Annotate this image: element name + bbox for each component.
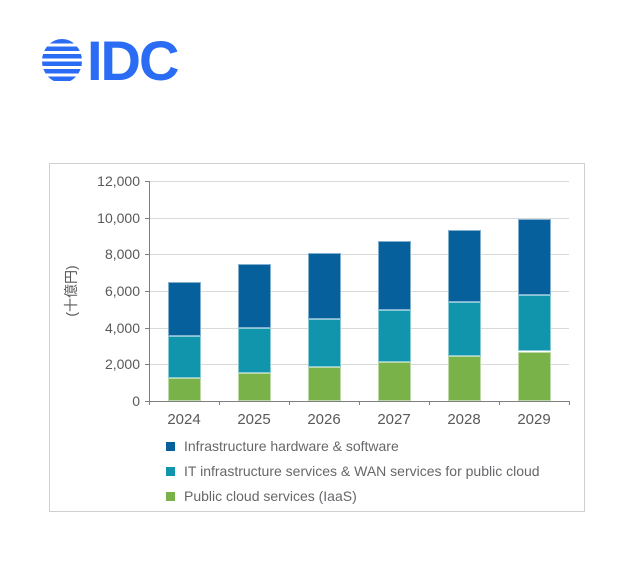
x-axis-tick bbox=[429, 401, 430, 405]
bar-segment bbox=[377, 361, 411, 401]
y-axis-tick bbox=[145, 401, 149, 402]
legend-label: Public cloud services (IaaS) bbox=[184, 488, 357, 504]
y-tick-label: 4,000 bbox=[104, 319, 140, 336]
legend-marker bbox=[166, 466, 175, 476]
bar-segment bbox=[307, 318, 341, 368]
bar-segment bbox=[377, 310, 411, 362]
bar-segment bbox=[447, 356, 481, 401]
bar-segment bbox=[307, 367, 341, 401]
gridline bbox=[149, 327, 569, 329]
x-tick-label: 2028 bbox=[447, 411, 481, 428]
bar-segment bbox=[307, 252, 341, 319]
y-axis-tick bbox=[145, 254, 149, 256]
bar-segment bbox=[447, 302, 481, 357]
legend-label: Infrastructure hardware & software bbox=[184, 438, 399, 454]
gridline bbox=[149, 181, 569, 182]
bar-segment bbox=[377, 240, 411, 311]
bar-segment bbox=[517, 351, 551, 401]
x-axis-tick bbox=[569, 401, 570, 405]
bar-segment bbox=[167, 378, 201, 401]
y-tick-label: 2,000 bbox=[104, 356, 140, 373]
x-tick-label: 2024 bbox=[167, 411, 201, 428]
y-axis-tick bbox=[145, 217, 149, 219]
legend-marker bbox=[166, 441, 175, 451]
x-tick-label: 2025 bbox=[237, 411, 271, 428]
x-axis-tick bbox=[149, 401, 150, 405]
bar-segment bbox=[517, 294, 551, 352]
y-axis-tick bbox=[145, 291, 149, 292]
bar-segment bbox=[237, 263, 271, 328]
x-tick-label: 2027 bbox=[377, 411, 411, 428]
chart-panel: (十億円) Infrastructure hardware & software… bbox=[49, 163, 585, 512]
legend-item: Infrastructure hardware & software bbox=[166, 439, 540, 453]
logo-text: IDC bbox=[87, 29, 179, 92]
bar-segment bbox=[237, 327, 271, 373]
x-tick-label: 2029 bbox=[517, 411, 551, 428]
y-axis-line bbox=[149, 181, 150, 401]
gridline bbox=[149, 254, 569, 256]
y-axis-tick bbox=[145, 181, 149, 182]
y-tick-label: 12,000 bbox=[97, 173, 140, 189]
bar-segment bbox=[167, 281, 201, 336]
x-axis-tick bbox=[499, 401, 500, 405]
gridline bbox=[149, 364, 569, 366]
gridline bbox=[149, 291, 569, 292]
bar-segment bbox=[517, 218, 551, 295]
legend-item: IT infrastructure services & WAN service… bbox=[166, 464, 540, 478]
x-axis-tick bbox=[359, 401, 360, 405]
y-tick-label: 8,000 bbox=[104, 246, 140, 263]
striped-globe-icon bbox=[42, 39, 82, 83]
y-axis-tick bbox=[145, 364, 149, 366]
y-tick-label: 10,000 bbox=[97, 209, 140, 226]
legend: Infrastructure hardware & software IT inf… bbox=[166, 439, 540, 503]
x-tick-label: 2026 bbox=[307, 411, 341, 428]
x-axis-tick bbox=[289, 401, 290, 405]
y-axis-tick bbox=[145, 327, 149, 329]
legend-marker bbox=[166, 491, 175, 501]
x-axis-tick bbox=[219, 401, 220, 405]
y-tick-label: 6,000 bbox=[104, 283, 140, 299]
bar-segment bbox=[237, 372, 271, 401]
bar-segment bbox=[167, 335, 201, 379]
idc-logo: IDC bbox=[42, 29, 179, 92]
bar-segment bbox=[447, 229, 481, 302]
gridline bbox=[149, 217, 569, 219]
y-tick-label: 0 bbox=[132, 393, 140, 409]
legend-label: IT infrastructure services & WAN service… bbox=[184, 463, 540, 479]
legend-item: Public cloud services (IaaS) bbox=[166, 489, 540, 503]
